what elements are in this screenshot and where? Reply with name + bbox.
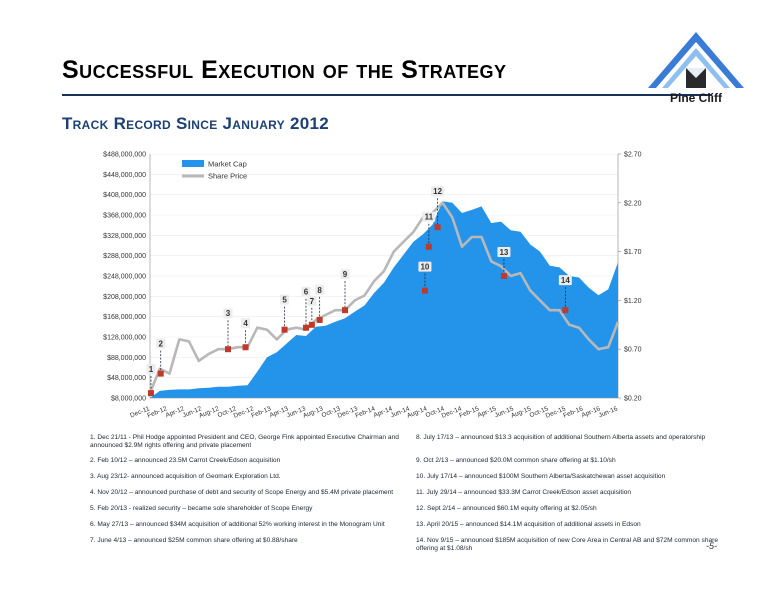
- event-badge-3: [223, 308, 233, 319]
- y-tick-label: $128,000,000: [103, 335, 146, 342]
- market-cap-area: [150, 201, 618, 398]
- event-marker-3: [225, 346, 231, 353]
- event-badge-14: [558, 275, 572, 286]
- event-badge-11: [422, 211, 436, 222]
- note-item: 3. Aug 23/12- announced acquisition of G…: [90, 473, 281, 480]
- logo-text: Pine Cliff: [670, 91, 723, 105]
- y2-tick-label: $0.20: [624, 396, 642, 403]
- event-marker-12: [434, 224, 441, 231]
- event-label-6: 6: [304, 288, 309, 297]
- legend-swatch-market-cap: [182, 160, 204, 167]
- event-badge-12: [431, 186, 445, 197]
- event-marker-11: [425, 243, 432, 250]
- market-cap-area-path: [150, 201, 618, 398]
- x-axis: Dec-11Feb-12Apr-12Jun-12Aug-12Oct-12Dec-…: [129, 397, 619, 420]
- note-item: 5. Feb 20/13 - realized security – becam…: [90, 505, 313, 512]
- event-badge-8: [315, 284, 325, 295]
- y-axis-left: $8,000,000 $48,000,000 $88,000,000 $128,000…: [103, 152, 151, 403]
- chart-legend: Market Cap Share Price: [182, 160, 247, 181]
- event-marker-13: [500, 273, 507, 279]
- event-badge-4: [241, 318, 251, 329]
- event-label-3: 3: [226, 309, 231, 318]
- y-tick-label: $208,000,000: [103, 294, 146, 301]
- event-marker-2: [157, 370, 164, 377]
- logo-roof-inner: [662, 48, 730, 88]
- note-item: 2. Feb 10/12 – announced 23.5M Carrot Cr…: [90, 457, 281, 464]
- event-label-4: 4: [243, 319, 248, 328]
- event-label-11: 11: [425, 213, 434, 222]
- note-item: 14. Nov 9/15 – announced $185M acquisiti…: [416, 537, 719, 553]
- event-badge-9: [340, 269, 350, 280]
- page-number: -5-: [706, 541, 717, 551]
- y2-tick-label: $1.20: [624, 298, 642, 305]
- event-marker-7: [308, 321, 315, 328]
- y2-tick-label: $2.70: [624, 152, 642, 159]
- y-tick-label: $48,000,000: [107, 375, 146, 382]
- event-badge-1: [146, 364, 156, 375]
- event-marker-14: [562, 307, 569, 314]
- note-item: 8. July 17/13 – announced $13.3 acquisit…: [416, 434, 706, 441]
- event-badge-13: [497, 247, 511, 257]
- logo-roof: [648, 32, 744, 88]
- y-axis-right: $0.20 $0.70 $1.20 $1.70 $2.20 $2.70: [617, 152, 642, 403]
- event-label-14: 14: [561, 276, 570, 285]
- note-item: 6. May 27/13 – announced $34M acquisitio…: [90, 521, 385, 528]
- y2-tick-label: $1.70: [624, 249, 642, 256]
- event-marker-9: [342, 307, 348, 314]
- y-tick-label: $8,000,000: [111, 396, 146, 403]
- event-label-5: 5: [282, 296, 287, 305]
- logo-mark-notch: [686, 68, 706, 78]
- event-label-9: 9: [343, 270, 348, 279]
- y-tick-label: $248,000,000: [103, 274, 146, 281]
- note-item: 1. Dec 21/11 - Phil Hodge appointed Pres…: [90, 434, 399, 450]
- y-tick-label: $488,000,000: [103, 152, 146, 159]
- market-cap-chart: $8,000,000 $48,000,000 $88,000,000 $128,000…: [103, 152, 642, 420]
- event-label-2: 2: [158, 340, 163, 349]
- note-item: 4. Nov 20/12 – announced purchase of deb…: [90, 489, 394, 496]
- event-badge-2: [156, 338, 166, 349]
- y-tick-label: $448,000,000: [103, 172, 146, 179]
- event-marker-10: [421, 287, 428, 294]
- y-tick-label: $88,000,000: [107, 355, 146, 362]
- y2-tick-label: $0.70: [624, 347, 642, 354]
- event-marker-4: [242, 344, 249, 351]
- event-marker-1: [147, 390, 154, 397]
- page-subtitle: Track Record Since January 2012: [62, 114, 330, 133]
- x-tick-label: Jun-16: [598, 405, 619, 419]
- note-item: 7. June 4/13 – announced $25M common sha…: [90, 537, 298, 544]
- note-item: 13. April 20/15 – announced $14.1M acqui…: [416, 521, 641, 528]
- pine-cliff-logo: Pine Cliff: [648, 32, 744, 105]
- y-tick-label: $168,000,000: [103, 314, 146, 321]
- note-item: 9. Oct 2/13 – announced $20.0M common sh…: [416, 457, 616, 464]
- note-item: 12. Sept 2/14 – announced $60.1M equity …: [416, 505, 597, 512]
- event-badge-5: [280, 294, 290, 305]
- y-tick-label: $288,000,000: [103, 253, 146, 260]
- event-badge-7: [307, 295, 317, 306]
- legend-label-share-price: Share Price: [208, 172, 247, 181]
- y-tick-label: $368,000,000: [103, 213, 146, 220]
- page-title: Successful Execution of the Strategy: [62, 56, 507, 84]
- event-badge-10: [418, 261, 432, 272]
- event-marker-6: [303, 324, 309, 331]
- legend-label-market-cap: Market Cap: [208, 160, 247, 169]
- event-marker-5: [281, 326, 288, 333]
- y-tick-label: $328,000,000: [103, 233, 146, 240]
- event-marker-8: [316, 316, 323, 323]
- title-rule: [62, 94, 712, 96]
- y2-tick-label: $2.20: [624, 200, 642, 207]
- event-label-7: 7: [310, 297, 315, 306]
- event-label-13: 13: [499, 248, 508, 257]
- event-label-8: 8: [317, 286, 322, 295]
- event-badge-6: [301, 286, 311, 297]
- event-label-10: 10: [420, 263, 429, 272]
- note-item: 10. July 17/14 – announced $100M Souther…: [416, 473, 666, 480]
- y-tick-label: $408,000,000: [103, 192, 146, 199]
- event-label-12: 12: [433, 187, 442, 196]
- note-item: 11. July 29/14 – announced $33.3M Carrot…: [416, 489, 632, 496]
- event-label-1: 1: [149, 365, 154, 374]
